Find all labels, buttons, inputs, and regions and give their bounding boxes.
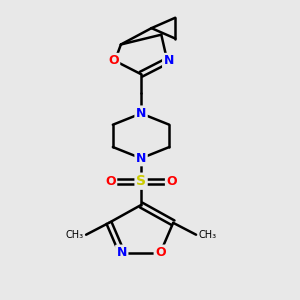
Text: CH₃: CH₃ <box>198 230 217 240</box>
Text: S: S <box>136 174 146 188</box>
Text: N: N <box>136 152 146 165</box>
Text: O: O <box>105 175 116 188</box>
Text: N: N <box>136 107 146 120</box>
Text: CH₃: CH₃ <box>66 230 84 240</box>
Text: N: N <box>117 246 127 259</box>
Text: O: O <box>108 54 119 67</box>
Text: N: N <box>164 54 174 67</box>
Text: O: O <box>155 246 166 259</box>
Text: O: O <box>167 175 177 188</box>
